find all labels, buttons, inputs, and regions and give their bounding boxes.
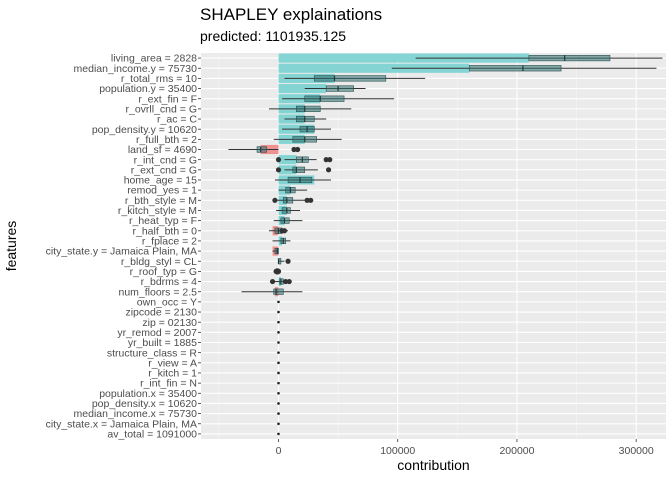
feature-label: pop_density.x = 10620: [92, 398, 197, 410]
feature-label: r_bdrms = 4: [141, 276, 197, 288]
distribution-box: [325, 85, 354, 92]
contribution-bar: [278, 53, 529, 63]
feature-label: r_fplace = 2: [142, 236, 197, 248]
feature-label: r_view = A: [148, 357, 197, 369]
zero-point: [277, 381, 280, 385]
distribution-box: [292, 166, 306, 173]
zero-point: [277, 432, 280, 436]
feature-label: population.y = 35400: [99, 83, 197, 95]
zero-point: [277, 391, 280, 395]
plot-panel: [201, 53, 666, 439]
feature-label: r_ext_fin = F: [138, 93, 197, 105]
outlier-point: [275, 157, 282, 163]
feature-label: yr_remod = 2007: [117, 327, 197, 339]
zero-point: [277, 361, 280, 365]
contribution-bar: [278, 83, 327, 94]
distribution-box: [528, 54, 611, 62]
distribution-box: [273, 288, 284, 295]
feature-label: r_ext_cnd = G: [131, 164, 197, 176]
feature-label: r_ovrll_cnd = G: [126, 103, 198, 115]
zero-point: [277, 331, 280, 334]
feature-label: own_occ = Y: [137, 296, 197, 308]
distribution-box: [256, 146, 267, 153]
feature-label: r_ac = C: [157, 114, 197, 126]
x-tick-label: 300000: [619, 445, 654, 457]
feature-label: median_income.x = 75730: [74, 408, 198, 420]
outlier-point: [308, 197, 314, 203]
zero-point: [277, 402, 280, 405]
outlier-point: [327, 157, 333, 163]
feature-label: living_area = 2828: [111, 53, 197, 65]
distribution-box: [468, 65, 562, 72]
feature-label: population.x = 35400: [99, 388, 197, 400]
outlier-point: [291, 146, 297, 153]
zero-point: [277, 320, 280, 324]
feature-label: r_bth_style = M: [125, 195, 197, 207]
y-axis-title: features: [3, 221, 19, 272]
feature-label: r_int_fin = N: [140, 378, 197, 390]
feature-label: r_heat_typ = F: [129, 215, 197, 227]
x-tick-labels: 0 100000 200000 300000: [276, 439, 654, 457]
feature-label: num_floors = 2.5: [118, 286, 197, 298]
outlier-point: [294, 146, 301, 153]
x-axis-title: contribution: [397, 457, 469, 473]
outlier-point: [275, 167, 282, 173]
feature-label: median_income.y = 75730: [74, 63, 198, 75]
feature-label: remod_yes = 1: [127, 185, 197, 197]
feature-label: r_kitch_style = M: [118, 205, 197, 217]
feature-label: r_roof_typ = G: [130, 266, 197, 278]
distribution-box: [296, 105, 321, 112]
outlier-point: [286, 278, 292, 285]
zero-point: [277, 310, 280, 314]
feature-label: r_total_rms = 10: [121, 73, 197, 85]
feature-label: r_kitch = 1: [148, 368, 197, 380]
outlier-point: [304, 197, 310, 203]
x-tick-label: 200000: [499, 445, 534, 457]
contribution-bar: [278, 63, 470, 73]
feature-label: r_bldg_styl = CL: [121, 256, 197, 268]
feature-label: pop_density.y = 10620: [92, 124, 197, 136]
feature-label: city_state.x = Jamaica Plain, MA: [46, 418, 197, 430]
zero-point: [277, 412, 280, 415]
outlier-point: [269, 278, 276, 285]
feature-label: zip = 02130: [142, 317, 197, 329]
feature-label: land_sf = 4690: [128, 144, 197, 156]
outlier-point: [283, 278, 289, 285]
feature-label: zipcode = 2130: [125, 307, 197, 319]
outlier-point: [285, 258, 291, 264]
feature-label: r_full_bth = 2: [136, 134, 197, 146]
zero-point: [277, 371, 280, 375]
zero-point: [277, 341, 280, 344]
outlier-point: [323, 157, 329, 163]
distribution-boxes: [228, 54, 663, 436]
zero-point: [277, 300, 280, 304]
distribution-box: [304, 95, 345, 102]
outlier-point: [272, 197, 278, 203]
distribution-box: [282, 197, 294, 204]
feature-label: r_int_cnd = G: [134, 154, 197, 166]
outlier-point: [325, 167, 332, 173]
x-tick-label: 0: [276, 445, 282, 457]
zero-point: [277, 422, 280, 426]
feature-label: r_half_bth = 0: [132, 225, 197, 237]
feature-label: home_age = 15: [124, 175, 197, 187]
feature-label: city_state.y = Jamaica Plain, MA: [46, 246, 197, 258]
zero-point: [277, 351, 280, 354]
x-tick-label: 100000: [380, 445, 415, 457]
outlier-point: [281, 228, 288, 234]
outlier-point: [275, 268, 282, 274]
feature-label: av_total = 1091000: [107, 429, 197, 441]
distribution-box: [313, 75, 387, 82]
feature-label: yr_built = 1885: [128, 337, 197, 349]
chart-subtitle: predicted: 1101935.125: [200, 28, 347, 44]
chart-title: SHAPLEY explainations: [200, 5, 383, 24]
feature-label: structure_class = R: [107, 347, 198, 359]
